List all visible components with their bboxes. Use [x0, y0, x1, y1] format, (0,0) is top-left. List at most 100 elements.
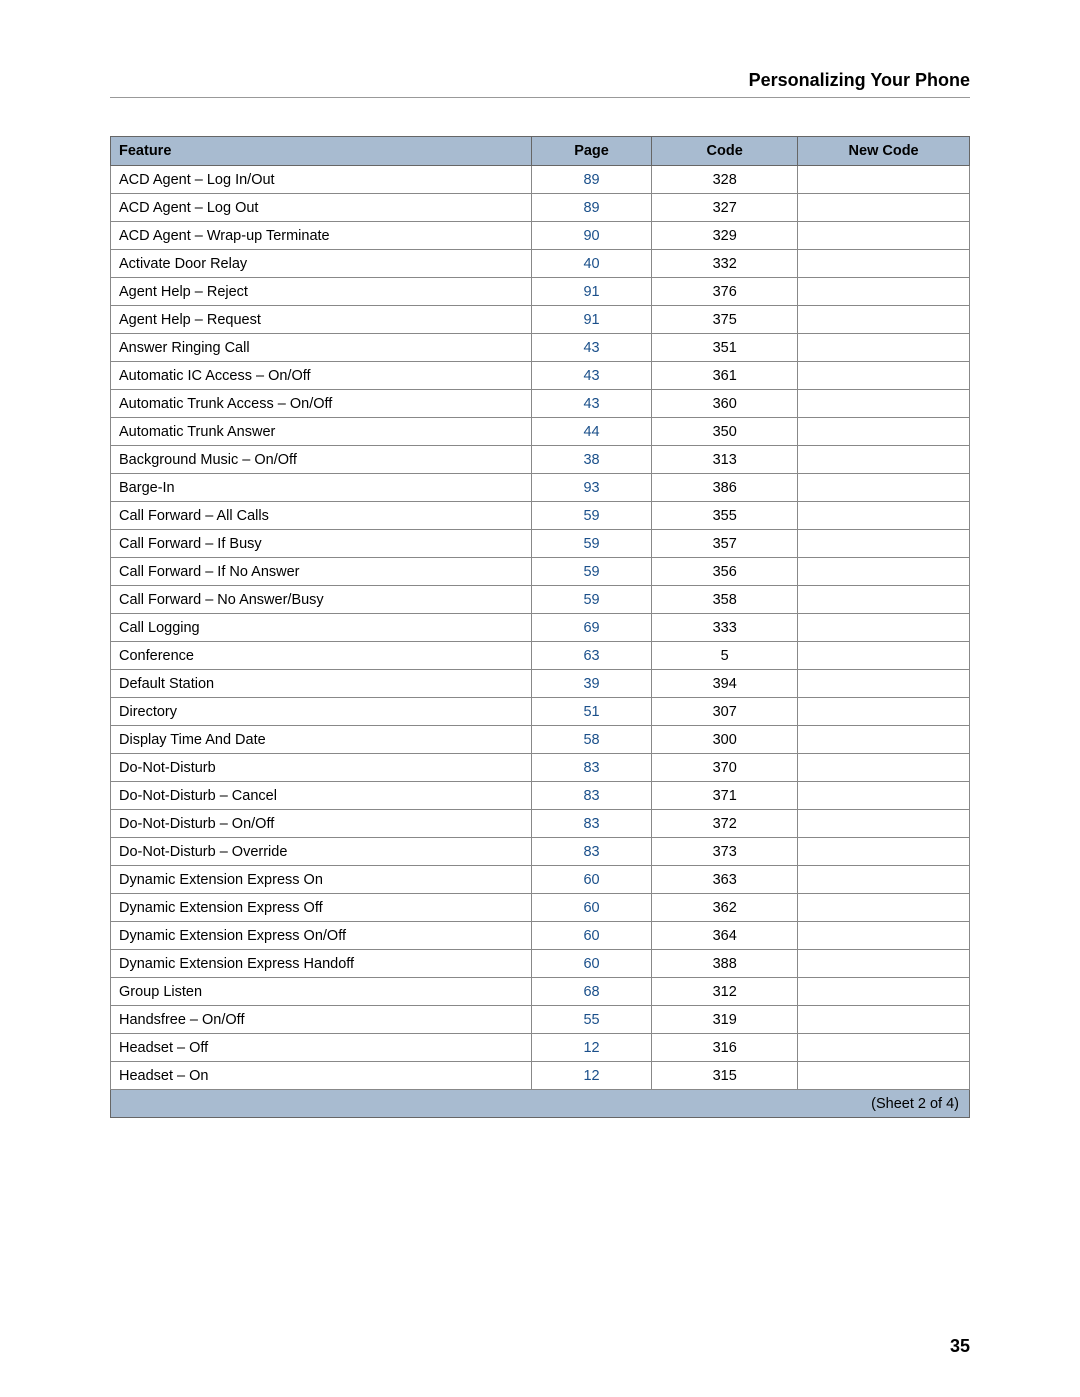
cell-feature: Call Logging [111, 614, 532, 642]
cell-page-link[interactable]: 40 [531, 250, 651, 278]
table-row: Dynamic Extension Express Handoff60388 [111, 950, 970, 978]
cell-code: 394 [652, 670, 798, 698]
cell-code: 300 [652, 726, 798, 754]
table-row: Dynamic Extension Express Off60362 [111, 894, 970, 922]
cell-page-link[interactable]: 89 [531, 194, 651, 222]
cell-new-code [798, 894, 970, 922]
cell-code: 357 [652, 530, 798, 558]
cell-page-link[interactable]: 55 [531, 1006, 651, 1034]
cell-feature: Automatic IC Access – On/Off [111, 362, 532, 390]
cell-new-code [798, 474, 970, 502]
cell-page-link[interactable]: 59 [531, 530, 651, 558]
cell-code: 371 [652, 782, 798, 810]
table-row: ACD Agent – Log In/Out89328 [111, 166, 970, 194]
cell-page-link[interactable]: 90 [531, 222, 651, 250]
table-row: Do-Not-Disturb83370 [111, 754, 970, 782]
cell-page-link[interactable]: 83 [531, 754, 651, 782]
cell-new-code [798, 810, 970, 838]
cell-page-link[interactable]: 43 [531, 362, 651, 390]
cell-page-link[interactable]: 60 [531, 866, 651, 894]
cell-new-code [798, 250, 970, 278]
cell-code: 373 [652, 838, 798, 866]
cell-code: 362 [652, 894, 798, 922]
cell-new-code [798, 166, 970, 194]
cell-page-link[interactable]: 83 [531, 838, 651, 866]
cell-page-link[interactable]: 91 [531, 278, 651, 306]
cell-page-link[interactable]: 59 [531, 586, 651, 614]
cell-code: 312 [652, 978, 798, 1006]
cell-code: 350 [652, 418, 798, 446]
cell-new-code [798, 418, 970, 446]
cell-feature: ACD Agent – Wrap-up Terminate [111, 222, 532, 250]
cell-page-link[interactable]: 59 [531, 558, 651, 586]
cell-new-code [798, 1062, 970, 1090]
table-row: Directory51307 [111, 698, 970, 726]
cell-page-link[interactable]: 38 [531, 446, 651, 474]
cell-code: 333 [652, 614, 798, 642]
cell-page-link[interactable]: 43 [531, 334, 651, 362]
cell-feature: Call Forward – All Calls [111, 502, 532, 530]
cell-code: 372 [652, 810, 798, 838]
cell-page-link[interactable]: 93 [531, 474, 651, 502]
cell-code: 358 [652, 586, 798, 614]
table-row: Dynamic Extension Express On60363 [111, 866, 970, 894]
cell-code: 388 [652, 950, 798, 978]
table-row: Headset – On12315 [111, 1062, 970, 1090]
cell-new-code [798, 278, 970, 306]
cell-feature: Automatic Trunk Answer [111, 418, 532, 446]
cell-new-code [798, 950, 970, 978]
cell-new-code [798, 670, 970, 698]
cell-page-link[interactable]: 60 [531, 950, 651, 978]
cell-new-code [798, 334, 970, 362]
cell-page-link[interactable]: 58 [531, 726, 651, 754]
col-header-feature: Feature [111, 137, 532, 166]
cell-new-code [798, 194, 970, 222]
cell-code: 351 [652, 334, 798, 362]
table-row: ACD Agent – Wrap-up Terminate90329 [111, 222, 970, 250]
cell-page-link[interactable]: 12 [531, 1034, 651, 1062]
cell-feature: Call Forward – If Busy [111, 530, 532, 558]
cell-feature: Display Time And Date [111, 726, 532, 754]
table-row: Conference635 [111, 642, 970, 670]
sheet-indicator-row: (Sheet 2 of 4) [111, 1090, 970, 1118]
cell-page-link[interactable]: 68 [531, 978, 651, 1006]
page-number: 35 [950, 1336, 970, 1357]
cell-feature: Handsfree – On/Off [111, 1006, 532, 1034]
cell-page-link[interactable]: 44 [531, 418, 651, 446]
cell-page-link[interactable]: 63 [531, 642, 651, 670]
cell-page-link[interactable]: 60 [531, 894, 651, 922]
cell-page-link[interactable]: 59 [531, 502, 651, 530]
cell-code: 375 [652, 306, 798, 334]
cell-feature: Do-Not-Disturb [111, 754, 532, 782]
cell-page-link[interactable]: 69 [531, 614, 651, 642]
cell-page-link[interactable]: 89 [531, 166, 651, 194]
cell-page-link[interactable]: 91 [531, 306, 651, 334]
cell-page-link[interactable]: 60 [531, 922, 651, 950]
cell-page-link[interactable]: 83 [531, 810, 651, 838]
table-row: Background Music – On/Off38313 [111, 446, 970, 474]
cell-code: 327 [652, 194, 798, 222]
cell-code: 329 [652, 222, 798, 250]
cell-page-link[interactable]: 83 [531, 782, 651, 810]
page-section-title: Personalizing Your Phone [110, 70, 970, 98]
table-row: Default Station39394 [111, 670, 970, 698]
cell-new-code [798, 1034, 970, 1062]
cell-page-link[interactable]: 51 [531, 698, 651, 726]
cell-new-code [798, 754, 970, 782]
cell-new-code [798, 502, 970, 530]
cell-feature: Answer Ringing Call [111, 334, 532, 362]
table-header-row: Feature Page Code New Code [111, 137, 970, 166]
cell-feature: Background Music – On/Off [111, 446, 532, 474]
table-row: Handsfree – On/Off55319 [111, 1006, 970, 1034]
cell-page-link[interactable]: 12 [531, 1062, 651, 1090]
cell-page-link[interactable]: 43 [531, 390, 651, 418]
cell-new-code [798, 362, 970, 390]
cell-new-code [798, 306, 970, 334]
cell-code: 315 [652, 1062, 798, 1090]
cell-code: 361 [652, 362, 798, 390]
cell-feature: Conference [111, 642, 532, 670]
cell-feature: Agent Help – Request [111, 306, 532, 334]
cell-page-link[interactable]: 39 [531, 670, 651, 698]
table-row: Barge-In93386 [111, 474, 970, 502]
table-row: Display Time And Date58300 [111, 726, 970, 754]
